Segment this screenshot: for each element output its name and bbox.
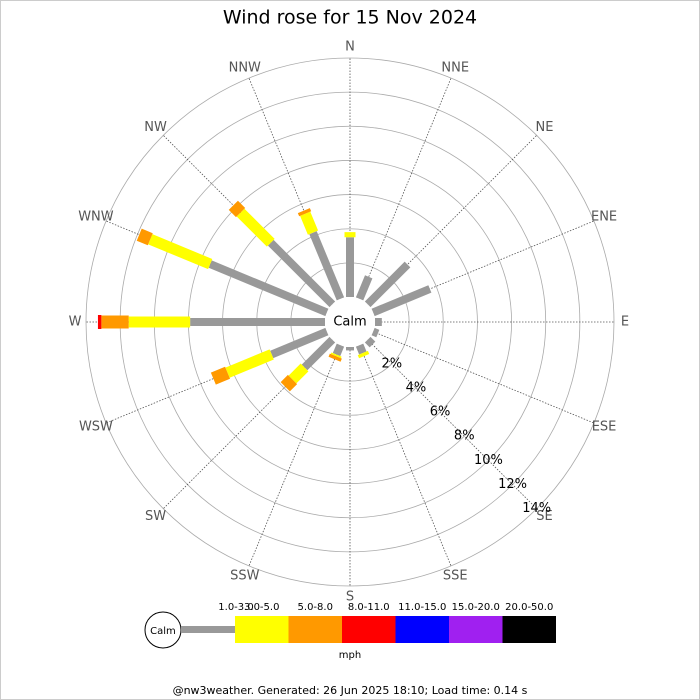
wind-segment [236,208,275,247]
r-tick-label: 8% [454,429,475,444]
direction-label: ESE [592,420,617,435]
r-tick-label: 6% [430,405,451,420]
direction-label: WSW [79,420,113,435]
wind-segment [330,352,342,359]
wind-segment [210,366,231,385]
legend-label: 8.0-11.0 [348,602,390,613]
direction-label: SSE [443,569,468,584]
r-tick-label: 4% [406,380,427,395]
wind-segment [228,200,246,218]
direction-label: N [345,40,355,55]
unit-label: mph [339,650,361,661]
legend-label: 5.0-8.0 [298,602,333,613]
wind-segment [267,239,336,308]
legend-label: 1.0-3.0 [218,602,253,613]
wind-segment [371,285,432,317]
wind-segment [225,349,274,378]
wind-segment [332,343,345,357]
direction-label: ENE [591,209,617,224]
legend-swatch [181,626,235,633]
direction-label: WNW [78,209,114,224]
wind-segment [309,231,345,301]
legend-swatch [342,616,396,643]
spoke [359,344,452,567]
legend-label: 3.0-5.0 [244,602,279,613]
wind-segment [297,208,312,217]
legend-swatch [288,616,342,643]
legend-calm-label: Calm [150,626,176,637]
direction-label: SSW [230,569,260,584]
legend-label: 15.0-20.0 [452,602,500,613]
r-tick-label: 12% [498,477,527,492]
direction-label: NW [144,120,167,135]
direction-label: NNE [441,60,469,75]
legend-swatch [395,616,449,643]
wind-segment [355,343,367,355]
direction-label: SW [145,509,166,524]
legend-label: 11.0-15.0 [398,602,446,613]
calm-label: Calm [333,315,366,330]
wind-segment [136,228,153,246]
calm-circle [325,297,375,347]
legend-swatch [449,616,503,643]
wind-segment [328,353,342,362]
footer: @nw3weather. Generated: 26 Jun 2025 18:1… [173,684,528,697]
r-tick-label: 10% [474,453,503,468]
wind-segment [280,374,298,392]
wind-segment [364,261,411,308]
wind-segment [208,260,329,317]
wind-segment [270,327,329,359]
spoke [372,331,595,424]
r-tick-label: 2% [382,356,403,371]
direction-label: E [621,315,629,330]
wind-segment [301,336,336,371]
direction-label: SE [536,509,552,524]
grid-ring [85,57,615,587]
wind-segment [357,350,370,359]
wind-segment [300,211,319,235]
legend-label: 20.0-50.0 [505,602,553,613]
legend-swatch [235,616,289,643]
wind-segment [288,363,309,384]
spoke [367,339,537,509]
wind-segment [364,336,376,348]
direction-label: S [346,590,354,605]
spoke [248,344,341,567]
legend-swatch [502,616,556,643]
r-tick-label: 14% [522,501,551,516]
wind-segment [355,275,373,301]
direction-label: W [69,315,82,330]
direction-label: NE [535,120,553,135]
direction-label: NNW [229,60,261,75]
wind-segment [371,327,380,338]
spoke [359,77,452,300]
wind-segment [148,234,213,270]
chart-title: Wind rose for 15 Nov 2024 [223,7,477,29]
